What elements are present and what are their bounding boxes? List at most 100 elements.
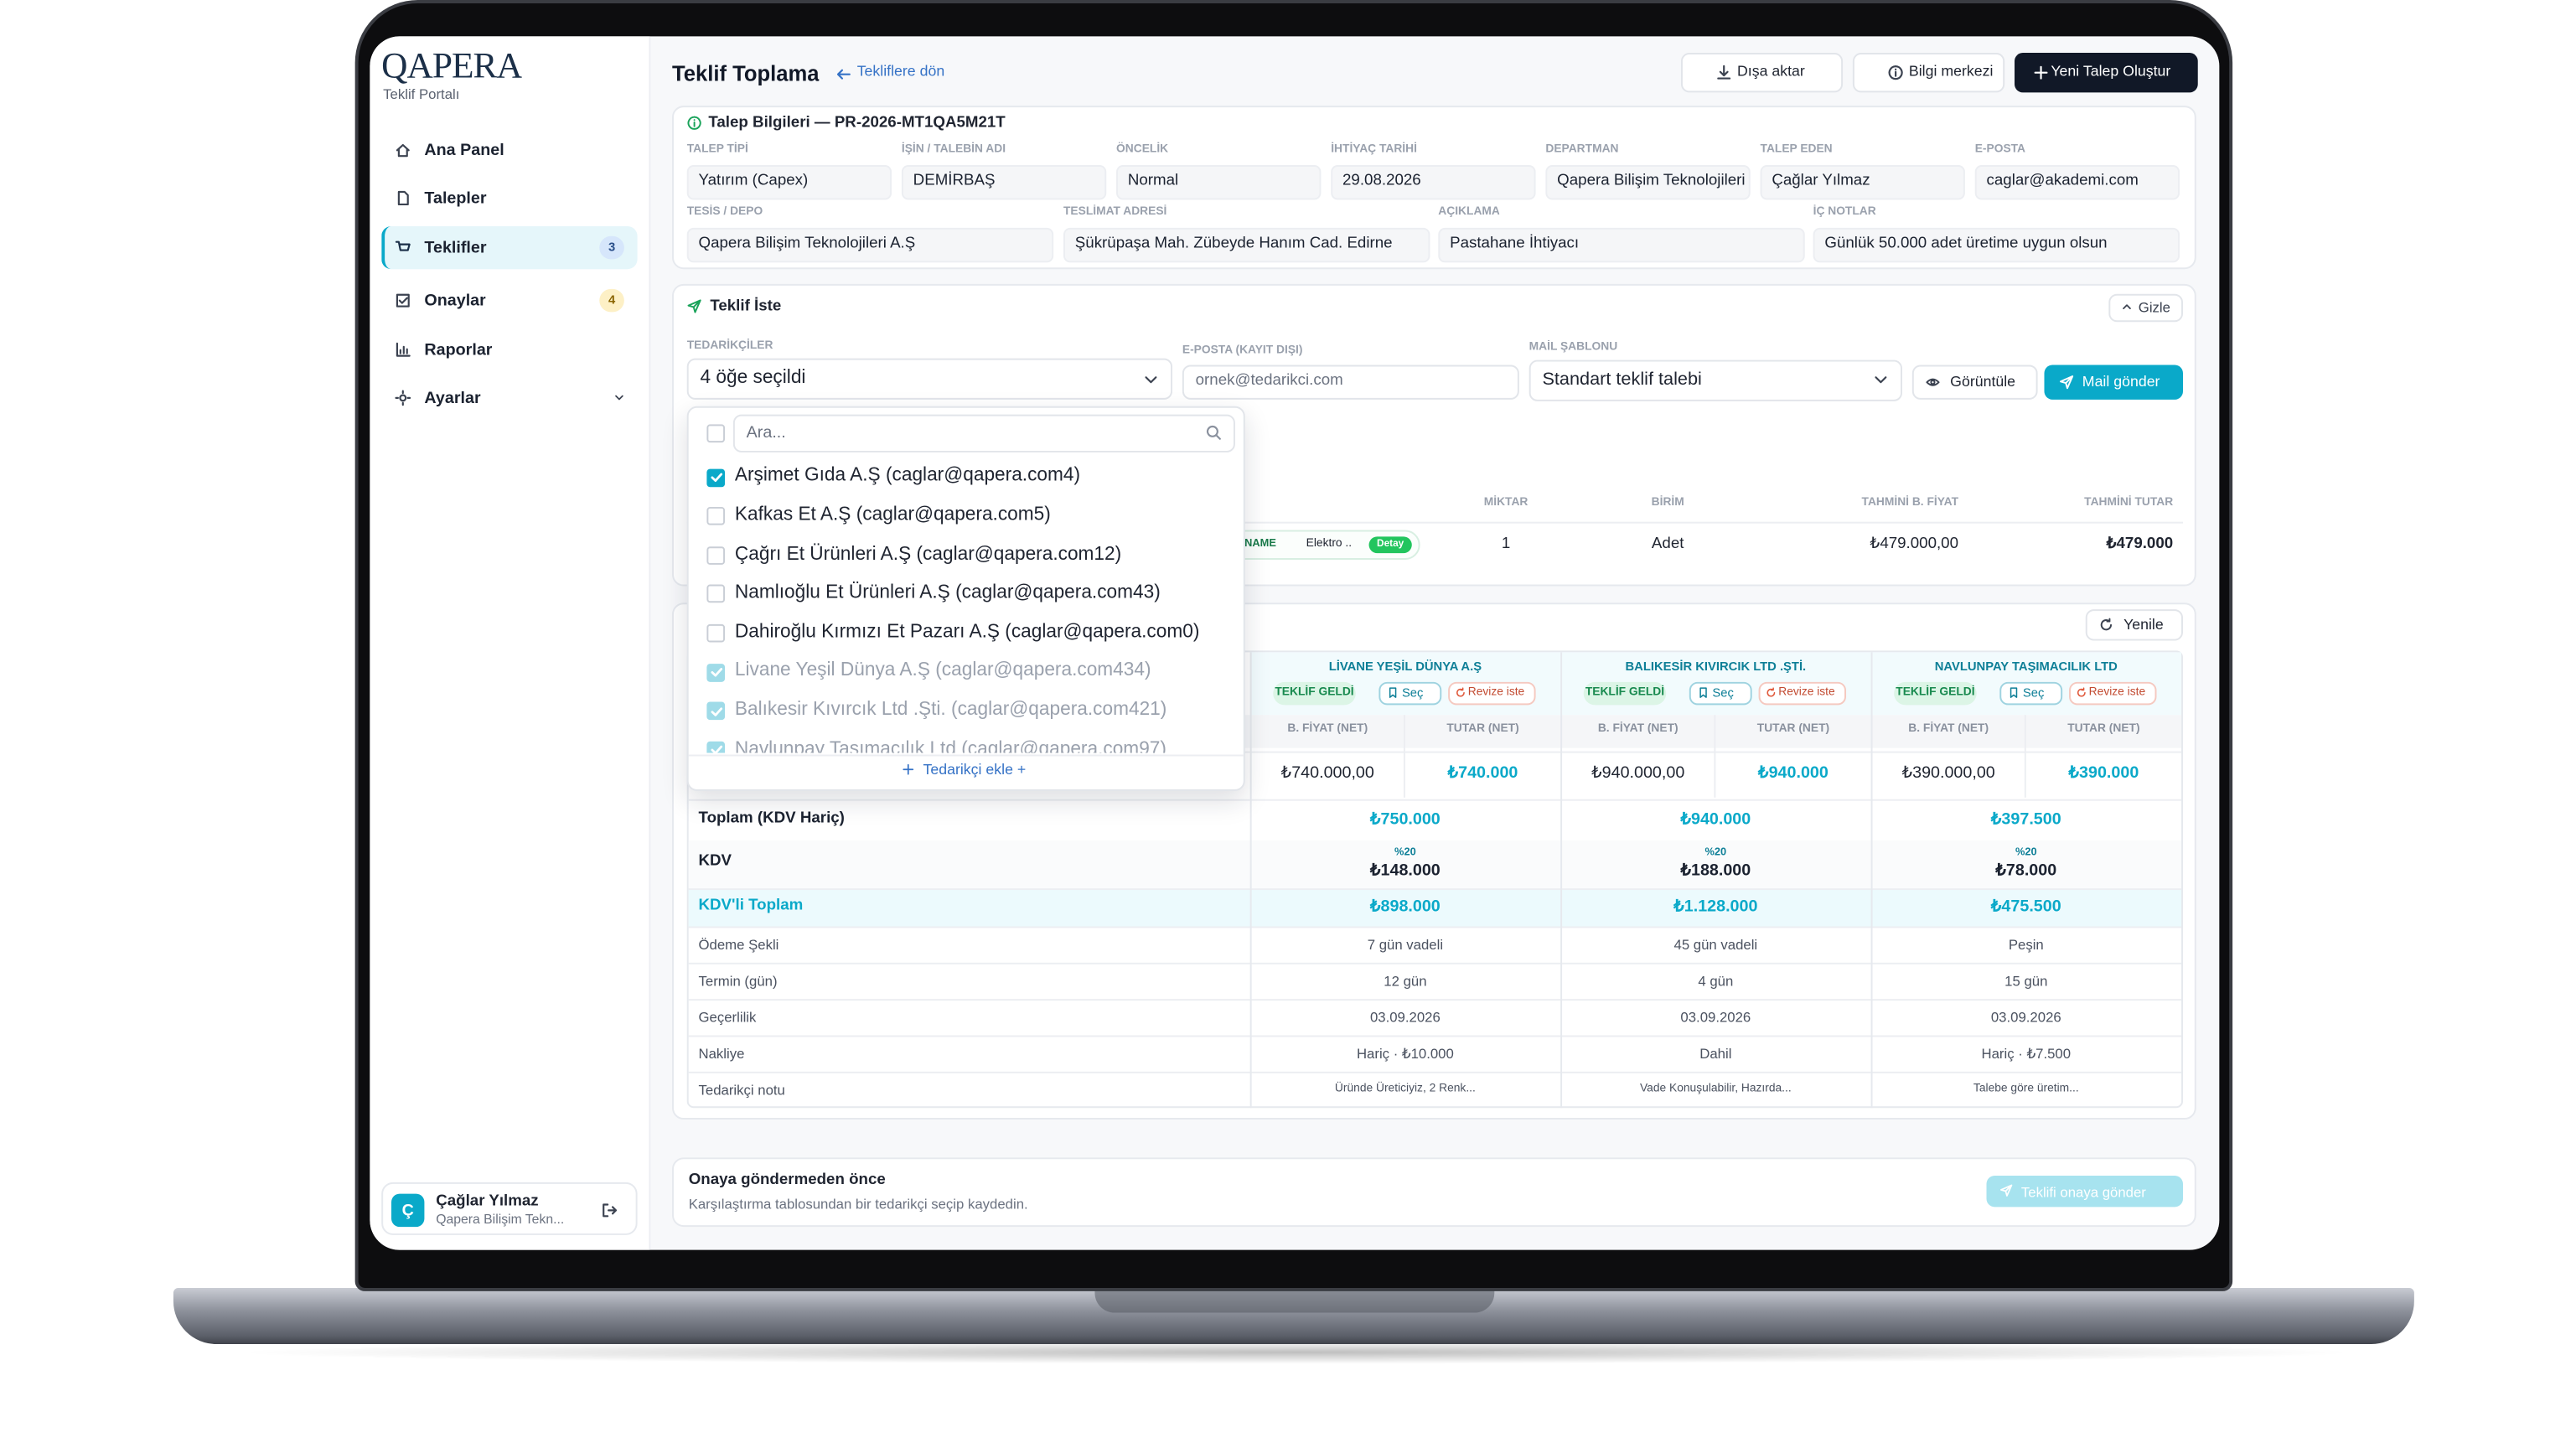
add-supplier[interactable]: Tedarikçi ekle + xyxy=(923,760,1027,778)
icon-path xyxy=(395,240,411,251)
shipping: Hariç · ₺7.500 xyxy=(1981,1044,2072,1062)
select-button[interactable] xyxy=(1379,681,1442,706)
button-label[interactable]: Revize iste xyxy=(1778,686,1835,699)
button-label[interactable]: Yeni Talep Oluştur xyxy=(2051,63,2171,80)
portal-name: Teklif Portalı xyxy=(383,85,460,102)
revise-button[interactable] xyxy=(1758,681,1847,706)
eye-icon xyxy=(1926,378,1940,386)
icon xyxy=(710,746,722,753)
button-label[interactable]: Revize iste xyxy=(1467,686,1525,699)
row-label: KDV'li Toplam xyxy=(698,896,804,915)
row-label: Toplam (KDV Hariç) xyxy=(698,809,845,827)
icon-path xyxy=(396,293,410,308)
hide-button[interactable] xyxy=(2108,293,2184,323)
validity: 03.09.2026 xyxy=(1990,1008,2061,1025)
select-button[interactable] xyxy=(1999,681,2063,706)
icon-path xyxy=(1875,376,1887,384)
grand-total: ₺1.128.000 xyxy=(1673,897,1758,917)
table-rule xyxy=(686,521,2184,524)
button-label[interactable]: Dışa aktar xyxy=(1736,63,1805,80)
field-label: DEPARTMAN xyxy=(1545,142,1619,155)
revise-button[interactable] xyxy=(1448,681,1536,706)
icon-path xyxy=(687,116,701,130)
payment: 7 gün vadeli xyxy=(1367,935,1444,953)
icon-path xyxy=(2060,375,2074,390)
checkbox xyxy=(706,585,726,603)
shipping: Dahil xyxy=(1699,1044,1732,1062)
email-input[interactable] xyxy=(1182,365,1519,400)
field-value: Pastahane İhtiyacı xyxy=(1450,235,1580,254)
card-title: Onaya göndermeden önce xyxy=(688,1170,886,1189)
button-label[interactable]: Teklifi onaya gönder xyxy=(2020,1183,2146,1200)
revise-icon xyxy=(2077,687,2086,697)
chevron xyxy=(615,395,623,401)
field-box xyxy=(1813,227,2180,263)
icon-path xyxy=(1888,65,1903,80)
info-icon xyxy=(687,116,701,130)
lead-time: 12 gün xyxy=(1384,971,1427,989)
lead-time: 15 gün xyxy=(2004,971,2048,989)
unit-price: ₺390.000,00 xyxy=(1901,764,1995,783)
select-value[interactable]: Standart teklif talebi xyxy=(1542,370,1702,390)
nav-item[interactable]: Raporlar xyxy=(424,340,493,359)
icon xyxy=(397,190,409,206)
row-rule xyxy=(688,926,2182,928)
search-input[interactable] xyxy=(732,414,1235,452)
button-label[interactable]: Revize iste xyxy=(2088,686,2146,699)
approve-button[interactable] xyxy=(1986,1175,2184,1208)
button-label[interactable]: Mail gönder xyxy=(2082,372,2160,390)
field-label: İŞİN / TALEBİN ADI xyxy=(901,142,1006,155)
plus-icon xyxy=(903,763,914,775)
button-label[interactable]: Bilgi merkezi xyxy=(1908,63,1994,80)
validity: 03.09.2026 xyxy=(1369,1008,1441,1025)
icon xyxy=(396,342,411,357)
supplier-select[interactable] xyxy=(686,358,1173,400)
icon-path xyxy=(396,342,411,357)
field-box xyxy=(1545,165,1751,200)
send-icon xyxy=(687,299,701,313)
dropdown-item[interactable]: Kafkas Et A.Ş (caglar@qapera.com5) xyxy=(734,504,1051,525)
button-label[interactable]: Görüntüle xyxy=(1950,372,2016,390)
status-chip xyxy=(1583,681,1667,706)
send-icon xyxy=(2060,375,2074,390)
icon xyxy=(710,668,722,677)
template-select[interactable] xyxy=(1529,359,1903,401)
nav-item[interactable]: Ana Panel xyxy=(424,141,504,160)
dropdown-item: Balıkesir Kıvırcık Ltd .Şti. (caglar@qap… xyxy=(734,700,1167,721)
icon-path xyxy=(836,69,851,80)
button-label[interactable]: Seç xyxy=(1401,685,1424,701)
dropdown-item[interactable]: Arşimet Gıda A.Ş (caglar@qapera.com4) xyxy=(734,466,1081,487)
button-label[interactable]: Seç xyxy=(1712,685,1734,701)
supplier-name: BALIKESİR KIVIRCIK LTD .ŞTİ. xyxy=(1625,659,1807,675)
select-value[interactable]: 4 öğe seçildi xyxy=(700,369,806,389)
nav-badge xyxy=(599,288,624,313)
icon xyxy=(710,706,722,716)
button-label[interactable]: Gizle xyxy=(2138,298,2170,316)
button-label[interactable]: Seç xyxy=(2022,685,2045,701)
nav-item[interactable]: Teklifler xyxy=(424,238,487,257)
supplier-name: NAVLUNPAY TAŞIMACILIK LTD xyxy=(1934,659,2118,675)
nav-item[interactable]: Ayarlar xyxy=(424,389,481,407)
dropdown-item[interactable]: Namlıoğlu Et Ürünleri A.Ş (caglar@qapera… xyxy=(734,582,1161,603)
revise-icon xyxy=(1766,687,1776,697)
back-link[interactable]: Tekliflere dön xyxy=(856,63,945,80)
header-button[interactable] xyxy=(1852,53,2005,93)
nav-item[interactable]: Onaylar xyxy=(424,291,486,310)
nav-item[interactable]: Talepler xyxy=(424,189,487,208)
select-button[interactable] xyxy=(1689,681,1752,706)
header-button[interactable] xyxy=(1680,53,1844,93)
total: ₺740.000 xyxy=(1447,764,1518,783)
revise-button[interactable] xyxy=(2069,681,2157,706)
preview-button[interactable] xyxy=(1911,365,2038,400)
field-value: Çağlar Yılmaz xyxy=(1772,172,1870,191)
button-label[interactable]: Yenile xyxy=(2123,615,2164,633)
row-rule xyxy=(688,888,2182,891)
icon-path xyxy=(710,668,722,677)
sub-header: B. FİYAT (NET) xyxy=(1597,722,1679,735)
button-icon xyxy=(1888,65,1903,80)
icon-path xyxy=(710,473,722,482)
grand-total: ₺898.000 xyxy=(1369,897,1441,917)
field-label: TALEP TİPİ xyxy=(686,142,748,155)
dropdown-item[interactable]: Dahiroğlu Kırmızı Et Pazarı A.Ş (caglar@… xyxy=(734,622,1200,643)
dropdown-item[interactable]: Çağrı Et Ürünleri A.Ş (caglar@qapera.com… xyxy=(734,544,1122,565)
